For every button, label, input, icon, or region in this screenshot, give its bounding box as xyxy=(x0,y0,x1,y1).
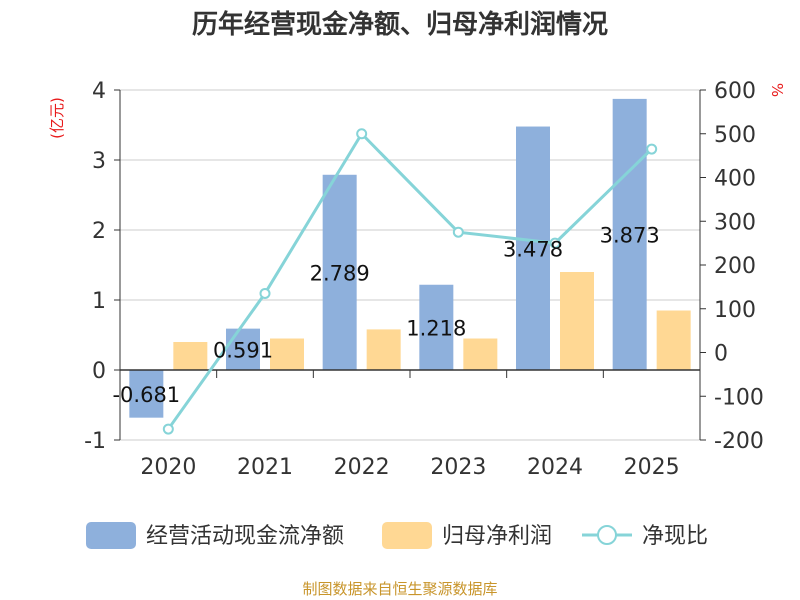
cash-flow-data-label: 0.591 xyxy=(213,338,273,362)
legend-swatch-ratio-point xyxy=(597,525,617,545)
ratio-point xyxy=(162,423,174,435)
x-axis-tick-label: 2020 xyxy=(140,455,196,480)
ratio-point xyxy=(259,287,271,299)
left-axis-tick-label: 3 xyxy=(92,149,106,174)
x-axis-tick-label: 2021 xyxy=(237,455,293,480)
legend-label-cash-flow: 经营活动现金流净额 xyxy=(146,524,344,549)
ratio-point xyxy=(356,128,368,140)
legend: 经营活动现金流净额 归母净利润 净现比 xyxy=(86,522,708,549)
x-axis-tick-label: 2022 xyxy=(334,455,390,480)
left-axis-tick-label: 1 xyxy=(92,289,106,314)
cash-flow-bar xyxy=(516,126,550,370)
right-axis-tick-label: 100 xyxy=(714,298,756,323)
right-axis-tick-label: -200 xyxy=(714,429,764,454)
ratio-point xyxy=(646,143,658,155)
right-axis-tick-label: 0 xyxy=(714,342,728,367)
net-profit-bar xyxy=(366,329,401,370)
left-axis-tick-label: 2 xyxy=(92,219,106,244)
cash-flow-data-label: 3.478 xyxy=(503,237,563,261)
left-axis-tick-label: 0 xyxy=(92,359,106,384)
cash-flow-bar xyxy=(322,174,357,370)
legend-swatch-cash-flow xyxy=(86,522,136,549)
right-axis-tick-label: 300 xyxy=(714,210,756,235)
cash-flow-bar xyxy=(419,284,454,370)
net-profit-bar xyxy=(270,338,304,370)
ratio-point xyxy=(549,237,561,249)
ratio-line-path xyxy=(167,131,653,430)
cash-flow-bar xyxy=(226,328,260,370)
data-labels: -0.681 0.591 2.789 1.218 3.478 3.873 xyxy=(112,223,659,406)
right-axis-tick-label: -100 xyxy=(714,385,764,410)
net-profit-bar xyxy=(173,342,208,370)
left-axis-unit: (亿元) xyxy=(48,97,66,139)
right-axis-tick-label: 500 xyxy=(714,123,756,148)
cash-flow-bar xyxy=(129,370,164,418)
cash-flow-data-label: 3.873 xyxy=(600,223,660,247)
ratio-point xyxy=(452,226,464,238)
bars xyxy=(129,98,691,418)
net-profit-bar xyxy=(560,272,594,370)
net-profit-bar xyxy=(463,338,498,370)
ratio-line xyxy=(162,128,658,435)
right-axis-tick-label: 600 xyxy=(714,79,756,104)
x-axis-tick-label: 2025 xyxy=(624,455,680,480)
net-profit-bar xyxy=(656,310,691,370)
x-axis-tick-label: 2024 xyxy=(527,455,583,480)
left-axis-tick-label: -1 xyxy=(84,429,106,454)
x-axis-tick-label: 2023 xyxy=(430,455,486,480)
legend-label-net-profit: 归母净利润 xyxy=(442,524,552,549)
chart-title: 历年经营现金净额、归母净利润情况 xyxy=(192,9,608,40)
source-note: 制图数据来自恒生聚源数据库 xyxy=(302,580,497,598)
right-axis-unit: % xyxy=(768,83,786,97)
axes: -1 0 1 2 3 4 -200 -100 0 100 200 300 400 500 600 2020 20… xyxy=(84,79,764,480)
gridlines xyxy=(120,89,700,441)
cash-flow-bar xyxy=(612,98,647,370)
legend-label-ratio: 净现比 xyxy=(642,524,708,549)
left-axis-tick-label: 4 xyxy=(92,79,106,104)
cash-flow-data-label: -0.681 xyxy=(112,383,180,407)
cash-flow-data-label: 2.789 xyxy=(310,261,370,285)
right-axis-tick-label: 200 xyxy=(714,254,756,279)
legend-swatch-net-profit xyxy=(382,522,432,549)
cash-flow-data-label: 1.218 xyxy=(406,316,466,340)
right-axis-tick-label: 400 xyxy=(714,167,756,192)
